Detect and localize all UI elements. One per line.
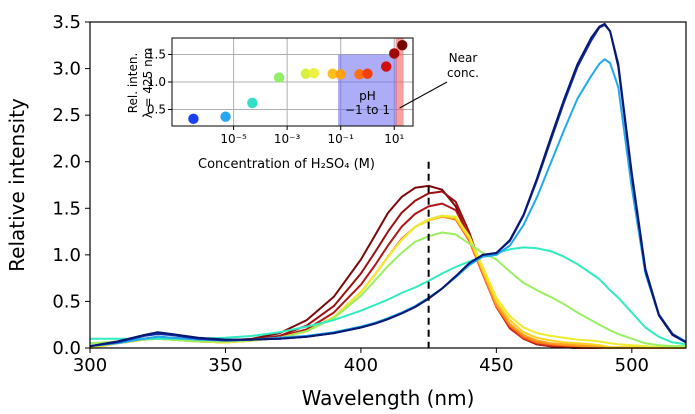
inset-y-axis-label: Rel. inten. — [126, 53, 140, 114]
inset-point-6 — [308, 68, 320, 79]
inset-x-tick-label: 10¹ — [384, 132, 404, 146]
x-tick-label: 300 — [73, 355, 107, 376]
series-line-10 — [90, 246, 687, 346]
inset-point-9 — [354, 69, 365, 80]
series-line-8 — [89, 214, 686, 349]
inset-x-tick-label: 10⁻⁵ — [220, 132, 247, 146]
inset-point-5 — [300, 68, 312, 79]
inset-y-tick-label: 1.0 — [147, 75, 166, 89]
main-x-axis-label: Wavelength (nm) — [302, 386, 475, 410]
inset-axis-ticks: 10⁻⁵ 10⁻³ 10⁻¹ 10¹ 0.5 1.0 1.5 — [147, 48, 405, 147]
y-tick-label: 1.5 — [52, 198, 81, 219]
series-line-9 — [89, 231, 686, 348]
y-tick-label: 2.5 — [52, 105, 81, 126]
x-tick-label: 350 — [208, 355, 242, 376]
y-tick-label: 0.0 — [52, 338, 81, 359]
inset-point-2 — [220, 111, 231, 122]
inset-x-axis-label: Concentration of H₂SO₄ (M) — [198, 157, 375, 172]
inset-point-4 — [273, 72, 285, 83]
y-tick-label: 0.5 — [52, 291, 81, 312]
series-line-7 — [89, 214, 686, 349]
inset-plot-frame — [171, 37, 414, 127]
series-line-2 — [89, 190, 686, 349]
near-conc-annotation-2: conc. — [447, 66, 479, 80]
series-line-13 — [89, 22, 687, 348]
inset-y-tick-label: 1.5 — [147, 48, 166, 62]
near-conc-annotation: Near — [449, 51, 478, 65]
ph-region-range: −1 to 1 — [345, 103, 390, 117]
main-axis-ticks: 300 350 400 450 500 0.0 0.5 1.0 1.5 2.0 2.5 3.0 3.5 — [52, 12, 649, 376]
y-tick-label: 2.0 — [52, 152, 81, 173]
inset-point-3 — [247, 97, 258, 109]
x-tick-label: 500 — [615, 355, 649, 376]
inset-point-13 — [397, 39, 408, 51]
inset-point-10 — [362, 68, 373, 79]
main-y-axis-label: Relative intensity — [5, 98, 29, 272]
near-conc-region — [395, 38, 404, 126]
inset-point-1 — [188, 113, 199, 125]
inset-points — [188, 39, 408, 125]
inset-point-8 — [335, 69, 346, 80]
inset-point-12 — [389, 48, 400, 59]
x-tick-label: 400 — [344, 355, 378, 376]
y-tick-label: 3.0 — [52, 59, 81, 80]
inset-point-7 — [327, 68, 338, 79]
inset-y-tick-label: 0.5 — [147, 103, 166, 117]
y-tick-label: 3.5 — [52, 12, 81, 33]
inset-x-tick-label: 10⁻¹ — [327, 132, 354, 146]
series-line-6 — [89, 215, 686, 349]
main-series-lines — [89, 22, 687, 349]
ph-region-label: pH — [359, 89, 376, 103]
inset-y-axis-label-2: λ = 425 nm — [141, 48, 155, 119]
inset-x-tick-label: 10⁻³ — [274, 132, 301, 146]
main-plot-frame — [89, 21, 687, 349]
series-line-3 — [89, 202, 686, 349]
inset-point-11 — [381, 61, 392, 72]
series-line-5 — [89, 215, 686, 349]
x-tick-label: 450 — [479, 355, 513, 376]
y-tick-label: 1.0 — [52, 245, 81, 266]
near-conc-pointer — [399, 81, 448, 109]
series-line-4 — [89, 214, 686, 349]
